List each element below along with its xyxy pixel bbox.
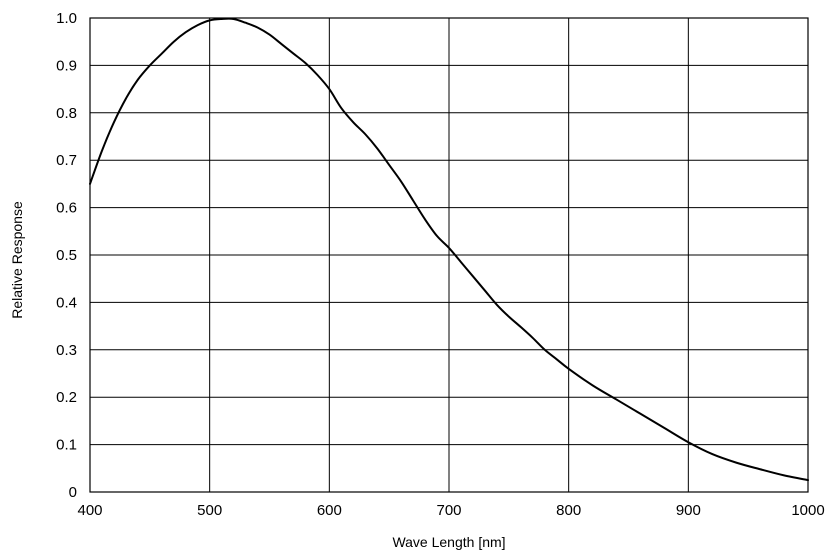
series-layer (89, 17, 809, 482)
y-tick-label-0.5: 0.5 (56, 247, 77, 264)
x-tick-label-700: 700 (436, 502, 461, 519)
x-tick-label-1000: 1000 (791, 502, 824, 519)
y-tick-label-0.6: 0.6 (56, 200, 77, 217)
y-tick-labels: 0 0.1 0.2 0.3 0.4 0.5 0.6 0.7 0.8 0.9 1.0 (56, 10, 77, 501)
x-tick-label-400: 400 (77, 502, 102, 519)
grid-lines (89, 17, 809, 493)
plot-frame (89, 17, 809, 493)
y-tick-label-0.2: 0.2 (56, 389, 77, 406)
x-axis-title: Wave Length [nm] (392, 534, 505, 550)
x-tick-label-800: 800 (556, 502, 581, 519)
x-tick-label-900: 900 (676, 502, 701, 519)
y-tick-label-0.4: 0.4 (56, 294, 77, 311)
y-tick-label-0.8: 0.8 (56, 105, 77, 122)
y-tick-label-0.7: 0.7 (56, 152, 77, 169)
y-tick-label-0.1: 0.1 (56, 437, 77, 454)
plot-border (89, 17, 809, 493)
x-tick-label-500: 500 (197, 502, 222, 519)
y-tick-label-1.0: 1.0 (56, 10, 77, 27)
x-tick-label-600: 600 (317, 502, 342, 519)
y-tick-label-0: 0 (69, 484, 77, 501)
x-tick-labels: 400 500 600 700 800 900 1000 (77, 502, 824, 519)
y-tick-label-0.3: 0.3 (56, 342, 77, 359)
response-curve-line-0 (89, 17, 809, 482)
y-axis-title: Relative Response (9, 201, 25, 319)
y-tick-label-0.9: 0.9 (56, 57, 77, 74)
